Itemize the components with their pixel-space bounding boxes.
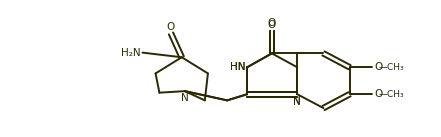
Text: —CH₃: —CH₃ xyxy=(379,63,404,72)
Text: O: O xyxy=(374,62,382,72)
Text: O: O xyxy=(374,89,382,99)
Text: N: N xyxy=(293,96,301,106)
Text: O: O xyxy=(268,20,276,30)
Text: O: O xyxy=(167,22,175,32)
Text: O: O xyxy=(268,18,276,28)
Text: HN: HN xyxy=(230,62,246,72)
Text: H₂N: H₂N xyxy=(120,48,140,58)
Text: —CH₃: —CH₃ xyxy=(379,90,404,99)
Text: HN: HN xyxy=(230,62,246,72)
Text: N: N xyxy=(293,97,301,107)
Text: N: N xyxy=(181,93,189,103)
